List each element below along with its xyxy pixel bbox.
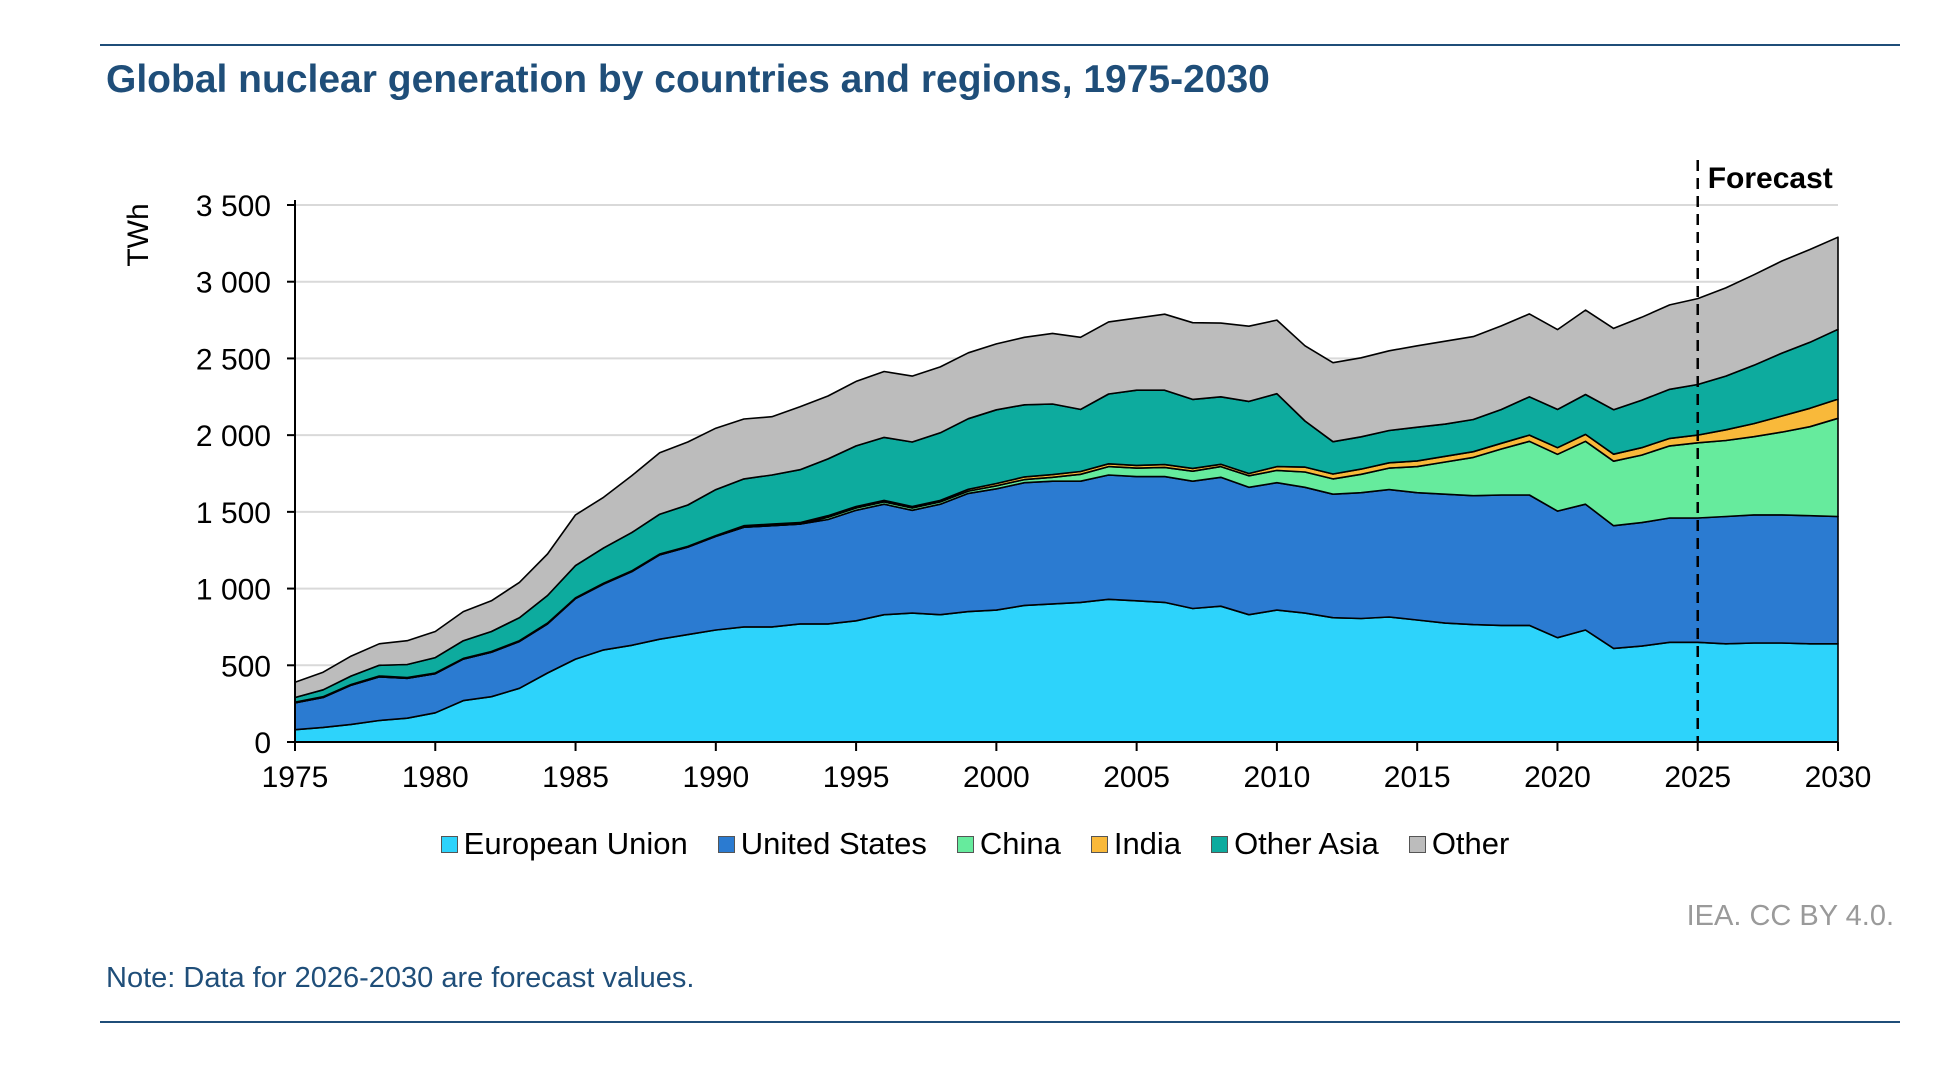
x-tick-label: 2010: [1244, 761, 1311, 794]
y-tick-label: 1 000: [196, 574, 271, 607]
y-tick-label: 0: [254, 727, 271, 760]
legend-swatch: [956, 835, 974, 853]
legend-label: United States: [740, 826, 927, 861]
x-tick-label: 2000: [963, 761, 1030, 794]
y-tick-label: 2 000: [196, 420, 271, 453]
legend-label: European Union: [463, 826, 688, 861]
y-tick-label: 3 000: [196, 267, 271, 300]
x-tick-label: 1985: [542, 761, 609, 794]
legend-label: Other: [1431, 826, 1510, 861]
x-tick-label: 1975: [262, 761, 329, 794]
y-tick-label: 1 500: [196, 497, 271, 530]
x-tick-label: 1990: [682, 761, 749, 794]
area-series: [294, 236, 1839, 743]
chart-title: Global nuclear generation by countries a…: [106, 58, 1270, 101]
x-tick-label: 1995: [823, 761, 890, 794]
legend: European Union United States China India Oth…: [0, 826, 1950, 862]
legend-swatch: [1211, 835, 1229, 853]
x-tick-label: 2030: [1805, 761, 1872, 794]
legend-item-united-states: United States: [717, 826, 927, 862]
legend-swatch: [440, 835, 458, 853]
legend-label: China: [979, 826, 1061, 861]
tick-labels: 0 500 1 000 1 500 2 000 2 500 3 000 3 500 1975 19…: [196, 190, 1871, 794]
legend-item-european-union: European Union: [440, 826, 688, 862]
axes: [287, 200, 1839, 751]
area-other: [294, 236, 1839, 699]
legend-swatch: [1090, 835, 1108, 853]
legend-label: India: [1113, 826, 1182, 861]
y-tick-label: 2 500: [196, 343, 271, 376]
x-tick-label: 2025: [1664, 761, 1731, 794]
legend-label: Other Asia: [1234, 826, 1379, 861]
footnote: Note: Data for 2026-2030 are forecast va…: [106, 962, 695, 994]
legend-item-other: Other: [1408, 826, 1510, 862]
x-tick-label: 2020: [1524, 761, 1591, 794]
x-tick-label: 1980: [402, 761, 469, 794]
legend-item-india: India: [1090, 826, 1182, 862]
bottom-rule: [100, 1021, 1900, 1023]
y-tick-label: 500: [221, 650, 271, 683]
legend-swatch: [717, 835, 735, 853]
y-axis-label: TWh: [122, 203, 155, 266]
legend-swatch: [1408, 835, 1426, 853]
legend-item-other-asia: Other Asia: [1211, 826, 1379, 862]
top-rule: [100, 44, 1900, 46]
legend-item-china: China: [956, 826, 1061, 862]
source-credit: IEA. CC BY 4.0.: [1686, 900, 1894, 932]
x-tick-label: 2005: [1103, 761, 1170, 794]
x-tick-label: 2015: [1384, 761, 1451, 794]
forecast-label: Forecast: [1708, 162, 1833, 195]
y-tick-label: 3 500: [196, 190, 271, 223]
